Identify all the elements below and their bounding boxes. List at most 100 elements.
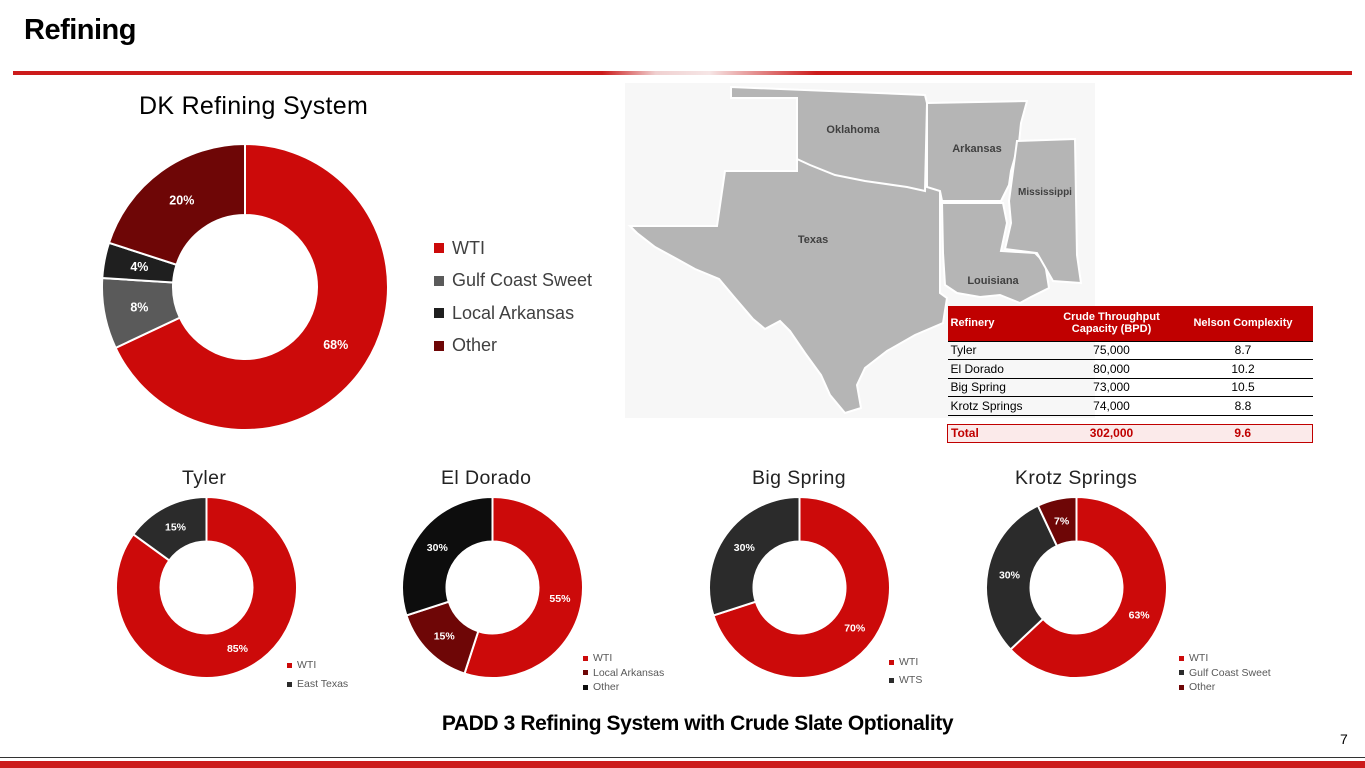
page-title: Refining: [24, 14, 137, 46]
main-chart-legend: WTI Gulf Coast Sweet Local Arkansas Othe…: [434, 232, 592, 362]
legend-swatch-local-arkansas: [434, 308, 444, 319]
table-cell-capacity: 74,000: [1049, 396, 1174, 416]
map-state-arkansas: [926, 99, 1029, 202]
legend-item-other: Other: [1179, 680, 1271, 695]
legend-swatch-other: [583, 684, 588, 690]
map-label-texas: Texas: [798, 234, 828, 246]
data-label-other: 7%: [1054, 516, 1070, 528]
big-spring-donut-chart: 70% 30%: [708, 495, 891, 679]
legend-label-local-arkansas: Local Arkansas: [593, 666, 665, 679]
title-rule: [13, 71, 1352, 75]
table-cell-complexity: 8.8: [1173, 396, 1313, 416]
legend-label-wti: WTI: [899, 656, 919, 668]
legend-label-wti: WTI: [1189, 652, 1209, 665]
legend-swatch-wti: [434, 243, 444, 254]
map-state-oklahoma: [730, 85, 929, 193]
table-cell-refinery: Big Spring: [947, 378, 1050, 397]
data-label-other: 20%: [169, 193, 194, 207]
legend-item-wti: WTI: [889, 651, 922, 673]
donut-slice-wti: [114, 142, 389, 431]
page-number: 7: [1340, 731, 1348, 747]
legend-item-other: Other: [583, 680, 664, 695]
table-cell-capacity: 80,000: [1049, 359, 1174, 379]
legend-label-local-arkansas: Local Arkansas: [452, 302, 575, 323]
legend-label-gulf-coast-sweet: Gulf Coast Sweet: [1189, 666, 1271, 679]
map-label-louisiana: Louisiana: [967, 275, 1019, 287]
krotz-springs-legend: WTI Gulf Coast Sweet Other: [1179, 651, 1271, 695]
legend-label-wti: WTI: [297, 659, 317, 671]
big-spring-chart-title: Big Spring: [752, 467, 846, 489]
table-cell-complexity: 10.5: [1173, 378, 1313, 397]
legend-label-east-texas: East Texas: [297, 678, 349, 691]
table-cell-refinery: Tyler: [947, 340, 1050, 360]
tyler-donut-chart: 85% 15%: [115, 495, 298, 679]
legend-item-other: Other: [434, 330, 592, 363]
el-dorado-chart-title: El Dorado: [441, 467, 532, 489]
legend-item-wti: WTI: [287, 653, 348, 677]
table-cell-refinery: Krotz Springs: [947, 396, 1050, 416]
table-header-refinery: Refinery: [947, 306, 1050, 341]
legend-swatch-wts: [889, 677, 894, 683]
legend-swatch-local-arkansas: [583, 670, 588, 676]
legend-label-wts: WTS: [899, 674, 923, 687]
data-label-wts: 30%: [734, 542, 756, 554]
data-label-wti: 70%: [844, 622, 866, 634]
table-total-label: Total: [947, 423, 1050, 443]
krotz-springs-chart-title: Krotz Springs: [1015, 467, 1138, 489]
krotz-springs-donut-chart: 63% 30% 7%: [985, 495, 1168, 679]
data-label-wti: 68%: [323, 338, 348, 352]
el-dorado-donut-chart: 55% 15% 30%: [401, 495, 584, 679]
legend-item-wti: WTI: [434, 232, 592, 265]
tyler-chart-title: Tyler: [182, 467, 227, 489]
legend-swatch-wti: [889, 659, 894, 665]
table-row: Krotz Springs 74,000 8.8: [947, 396, 1313, 416]
table-cell-complexity: 10.2: [1173, 359, 1313, 379]
data-label-wti: 63%: [1129, 609, 1151, 621]
donut-slice-wti: [1009, 495, 1168, 679]
donut-slice-other: [401, 495, 494, 617]
refinery-table: Refinery Crude Throughput Capacity (BPD)…: [947, 306, 1313, 443]
data-label-other: 30%: [427, 542, 449, 554]
map-label-arkansas: Arkansas: [952, 143, 1002, 155]
table-header-capacity: Crude Throughput Capacity (BPD): [1049, 306, 1174, 341]
table-cell-complexity: 8.7: [1173, 340, 1313, 360]
data-label-wti: 85%: [227, 643, 249, 655]
table-cell-refinery: El Dorado: [947, 359, 1050, 379]
map-state-louisiana: [940, 202, 1051, 305]
map-state-texas: [627, 151, 949, 415]
map-label-oklahoma: Oklahoma: [826, 124, 880, 136]
table-header-row: Refinery Crude Throughput Capacity (BPD)…: [947, 306, 1313, 341]
donut-slice-wti: [712, 495, 891, 679]
legend-item-wti: WTI: [1179, 651, 1271, 666]
legend-swatch-wti: [1179, 655, 1184, 661]
legend-label-gulf-coast-sweet: Gulf Coast Sweet: [452, 270, 593, 291]
donut-slice-wti: [463, 495, 584, 679]
donut-slice-east-texas: [131, 495, 208, 562]
footer-caption: PADD 3 Refining System with Crude Slate …: [441, 712, 954, 735]
main-donut-chart: 68% 8% 4% 20%: [101, 142, 389, 431]
table-header-complexity: Nelson Complexity: [1173, 306, 1313, 341]
el-dorado-legend: WTI Local Arkansas Other: [583, 651, 664, 695]
table-row: Tyler 75,000 8.7: [947, 340, 1313, 360]
legend-item-gulf-coast-sweet: Gulf Coast Sweet: [1179, 666, 1271, 681]
legend-swatch-wti: [583, 655, 588, 661]
data-label-gulf-coast-sweet: 30%: [999, 569, 1021, 581]
donut-slice-gulf-coast-sweet: [985, 504, 1059, 651]
legend-swatch-wti: [287, 662, 292, 668]
table-cell-capacity: 75,000: [1049, 340, 1174, 360]
table-row: El Dorado 80,000 10.2: [947, 359, 1313, 379]
data-label-east-texas: 15%: [165, 521, 187, 533]
legend-swatch-other: [1179, 684, 1184, 690]
table-total-row: Total 302,000 9.6: [947, 423, 1313, 443]
legend-item-wts: WTS: [889, 673, 922, 688]
legend-label-other: Other: [593, 681, 620, 694]
donut-slice-wti: [115, 495, 298, 679]
map-label-mississippi: Mississippi: [1018, 187, 1072, 198]
table-total-complexity: 9.6: [1173, 423, 1313, 443]
donut-slice-other: [107, 142, 246, 267]
table-cell-capacity: 73,000: [1049, 378, 1174, 397]
donut-slice-other: [1036, 495, 1078, 548]
table-spacer-row: [948, 415, 1313, 424]
data-label-gulf-coast-sweet: 8%: [130, 301, 148, 315]
footer-rule-thin: [0, 757, 1365, 758]
